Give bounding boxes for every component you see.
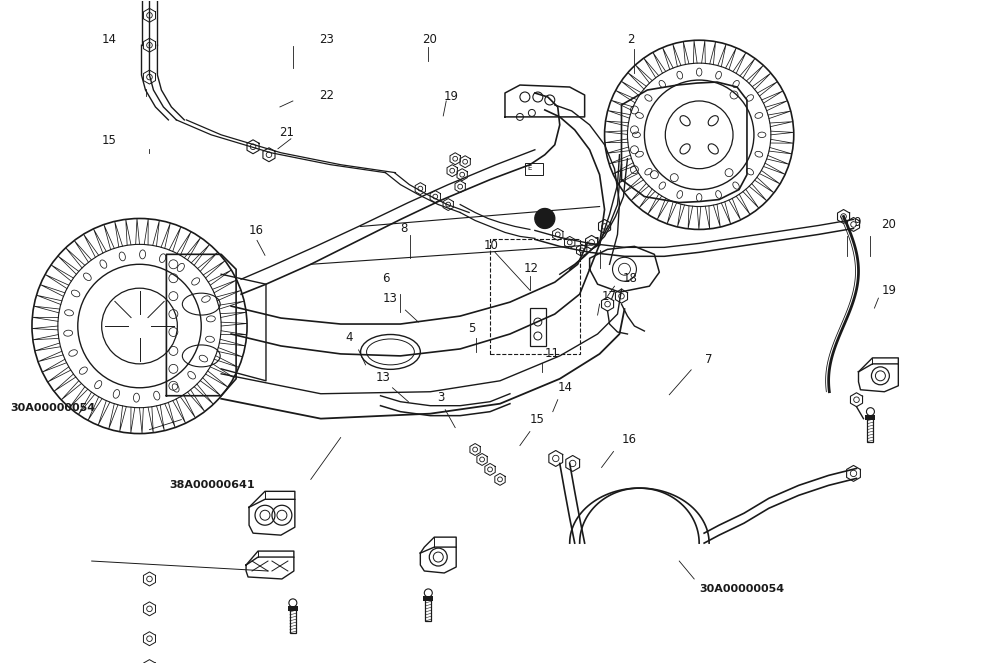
Text: 13: 13 [382, 291, 397, 305]
Bar [530, 308, 546, 346]
Circle shape [535, 208, 555, 228]
Bar [288, 606, 298, 611]
Text: 13: 13 [376, 371, 390, 384]
Text: 19: 19 [881, 284, 896, 297]
Bar [425, 597, 431, 621]
Text: 5: 5 [468, 321, 476, 335]
Text: 16: 16 [621, 433, 636, 446]
Text: 19: 19 [443, 90, 458, 104]
Text: 14: 14 [102, 33, 117, 46]
Text: 20: 20 [881, 218, 896, 231]
Text: 18: 18 [622, 272, 637, 285]
Text: 9: 9 [854, 216, 861, 229]
Bar [490, 240, 580, 354]
Bar [865, 414, 875, 420]
Bar [867, 416, 873, 442]
Text: E: E [527, 165, 531, 171]
Text: 30A00000054: 30A00000054 [10, 402, 95, 413]
Text: 1: 1 [594, 236, 601, 249]
Text: 3: 3 [437, 391, 445, 404]
Text: 12: 12 [524, 262, 539, 275]
Text: 11: 11 [545, 347, 560, 361]
Text: 16: 16 [249, 224, 264, 237]
Text: 7: 7 [705, 353, 713, 367]
Text: 15: 15 [102, 134, 117, 147]
Text: 38A00000641: 38A00000641 [169, 480, 255, 490]
Text: 14: 14 [558, 381, 573, 394]
Text: 4: 4 [346, 331, 353, 345]
Text: 20: 20 [422, 33, 437, 46]
Bar [290, 607, 296, 633]
Text: 10: 10 [484, 239, 499, 252]
Text: 8: 8 [400, 222, 408, 235]
Text: 30A00000054: 30A00000054 [699, 584, 784, 594]
Text: 6: 6 [382, 272, 390, 285]
Text: 2: 2 [627, 33, 635, 46]
Text: 23: 23 [319, 33, 334, 46]
Text: 22: 22 [319, 90, 334, 102]
Bar [423, 596, 433, 601]
Text: 17: 17 [602, 290, 617, 303]
Text: 21: 21 [279, 126, 294, 139]
Bar [525, 163, 543, 175]
Text: 15: 15 [530, 413, 545, 426]
